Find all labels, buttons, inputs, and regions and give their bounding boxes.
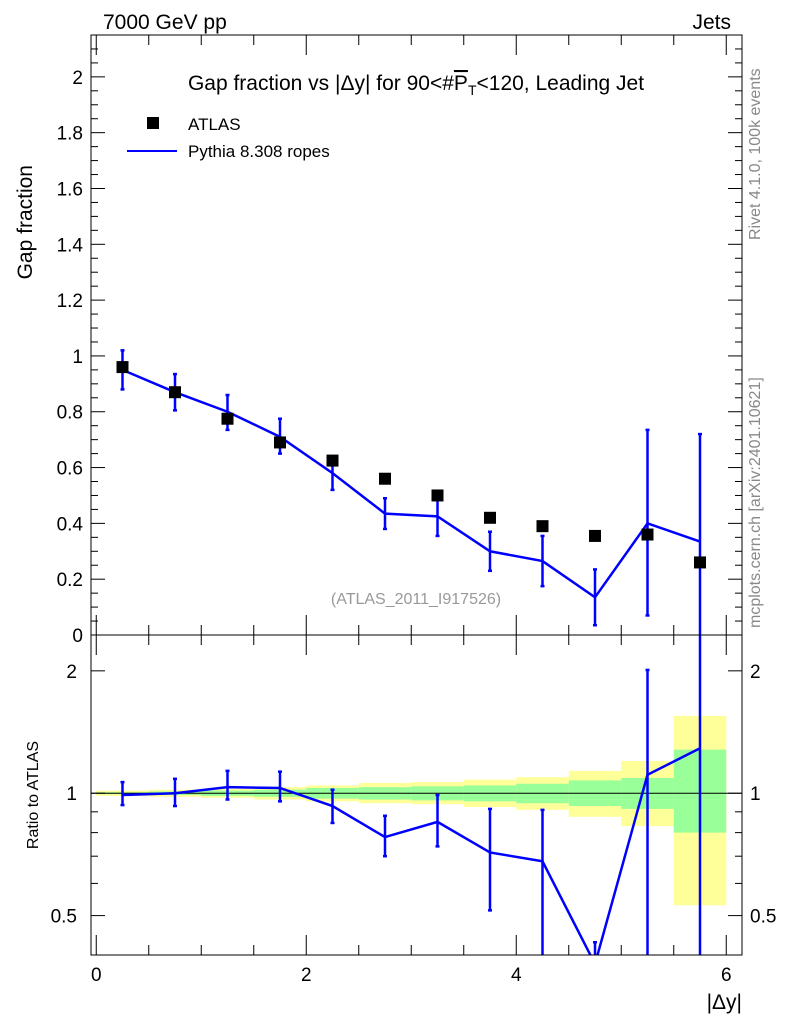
legend-label-pythia: Pythia 8.308 ropes — [188, 142, 330, 161]
main-title-pre: Gap fraction vs |Δy| for 90<# — [188, 72, 454, 95]
x-tick-label: 4 — [511, 965, 522, 986]
ratio-y-tick-label: 2 — [66, 662, 77, 683]
main-plot-title: Gap fraction vs |Δy| for 90<#PT<120, Lea… — [188, 72, 644, 98]
main-y-axis: 0 0.2 0.4 0.6 0.8 1 1.2 1.4 1.6 1.8 2 — [57, 48, 742, 647]
x-tick-label: 0 — [91, 965, 102, 986]
mcplots-reference-label: mcplots.cern.ch [arXiv:2401.10621] — [747, 377, 764, 628]
atlas-data-point — [641, 528, 654, 541]
main-y-tick-label: 0.8 — [57, 403, 83, 424]
atlas-data-point — [116, 361, 129, 374]
rivet-version-label: Rivet 4.1.0, 100k events — [747, 68, 764, 240]
ratio-y-tick-label: 0.5 — [51, 907, 77, 928]
atlas-data-point — [274, 436, 286, 449]
ratio-y-tick-label-right: 1 — [750, 784, 761, 805]
x-axis-label: |Δy| — [707, 991, 742, 1014]
main-y-tick-label: 0 — [72, 626, 83, 647]
main-y-tick-label: 1.8 — [57, 124, 83, 145]
legend-label-atlas: ATLAS — [188, 115, 241, 134]
header-right-label: Jets — [692, 11, 731, 34]
mc-series-line — [122, 368, 701, 600]
main-title-p: P — [454, 72, 468, 95]
atlas-data-point — [379, 472, 391, 485]
main-y-axis-label: Gap fraction — [14, 165, 37, 279]
ratio-x-axis: 0 2 4 6 — [91, 635, 732, 986]
main-y-tick-label: 1.6 — [57, 179, 83, 200]
main-y-tick-label: 0.4 — [57, 514, 84, 535]
main-plot-content — [116, 349, 706, 635]
ratio-y-tick-label: 1 — [66, 784, 77, 805]
atlas-data-point — [326, 454, 339, 467]
main-x-axis-ticks — [95, 35, 727, 635]
ratio-y-axis: 0.5 0.5 1 1 2 2 — [51, 662, 776, 956]
ratio-panel: 0.5 0.5 1 1 2 2 0 2 4 6 Ratio to ATLAS |Δy| — [25, 634, 776, 1014]
main-y-tick-label: 0.2 — [57, 570, 83, 591]
legend-marker-atlas — [147, 117, 159, 129]
ratio-y-axis-label: Ratio to ATLAS — [25, 741, 42, 849]
main-title-post: <120, Leading Jet — [477, 72, 645, 95]
atlas-data-point — [169, 386, 181, 399]
ratio-plot-content — [91, 635, 742, 955]
x-tick-label: 6 — [721, 965, 732, 986]
x-tick-label: 2 — [301, 965, 312, 986]
header-left-label: 7000 GeV pp — [103, 11, 227, 34]
main-y-tick-label: 2 — [72, 68, 83, 89]
ratio-plot-frame — [90, 634, 743, 956]
atlas-data-point — [484, 511, 496, 524]
ratio-y-tick-label-right: 0.5 — [750, 907, 776, 928]
atlas-data-point — [221, 412, 234, 425]
main-y-tick-label: 1.4 — [57, 235, 84, 256]
main-y-tick-label: 1 — [72, 347, 83, 368]
analysis-annotation: (ATLAS_2011_I917526) — [331, 591, 501, 608]
legend: ATLAS Pythia 8.308 ropes — [127, 115, 330, 161]
main-y-tick-label: 0.6 — [57, 459, 83, 480]
atlas-data-point — [589, 529, 601, 542]
atlas-data-point — [694, 556, 706, 569]
atlas-data-point — [536, 520, 549, 533]
main-y-tick-label: 1.2 — [57, 291, 83, 312]
main-title-sub: T — [468, 82, 477, 98]
ratio-y-tick-label-right: 2 — [750, 662, 761, 683]
ratio-series-line — [122, 747, 701, 955]
atlas-data-point — [431, 489, 444, 502]
main-panel: 0 0.2 0.4 0.6 0.8 1 1.2 1.4 1.6 1.8 2 Gap fraction… — [14, 34, 743, 647]
